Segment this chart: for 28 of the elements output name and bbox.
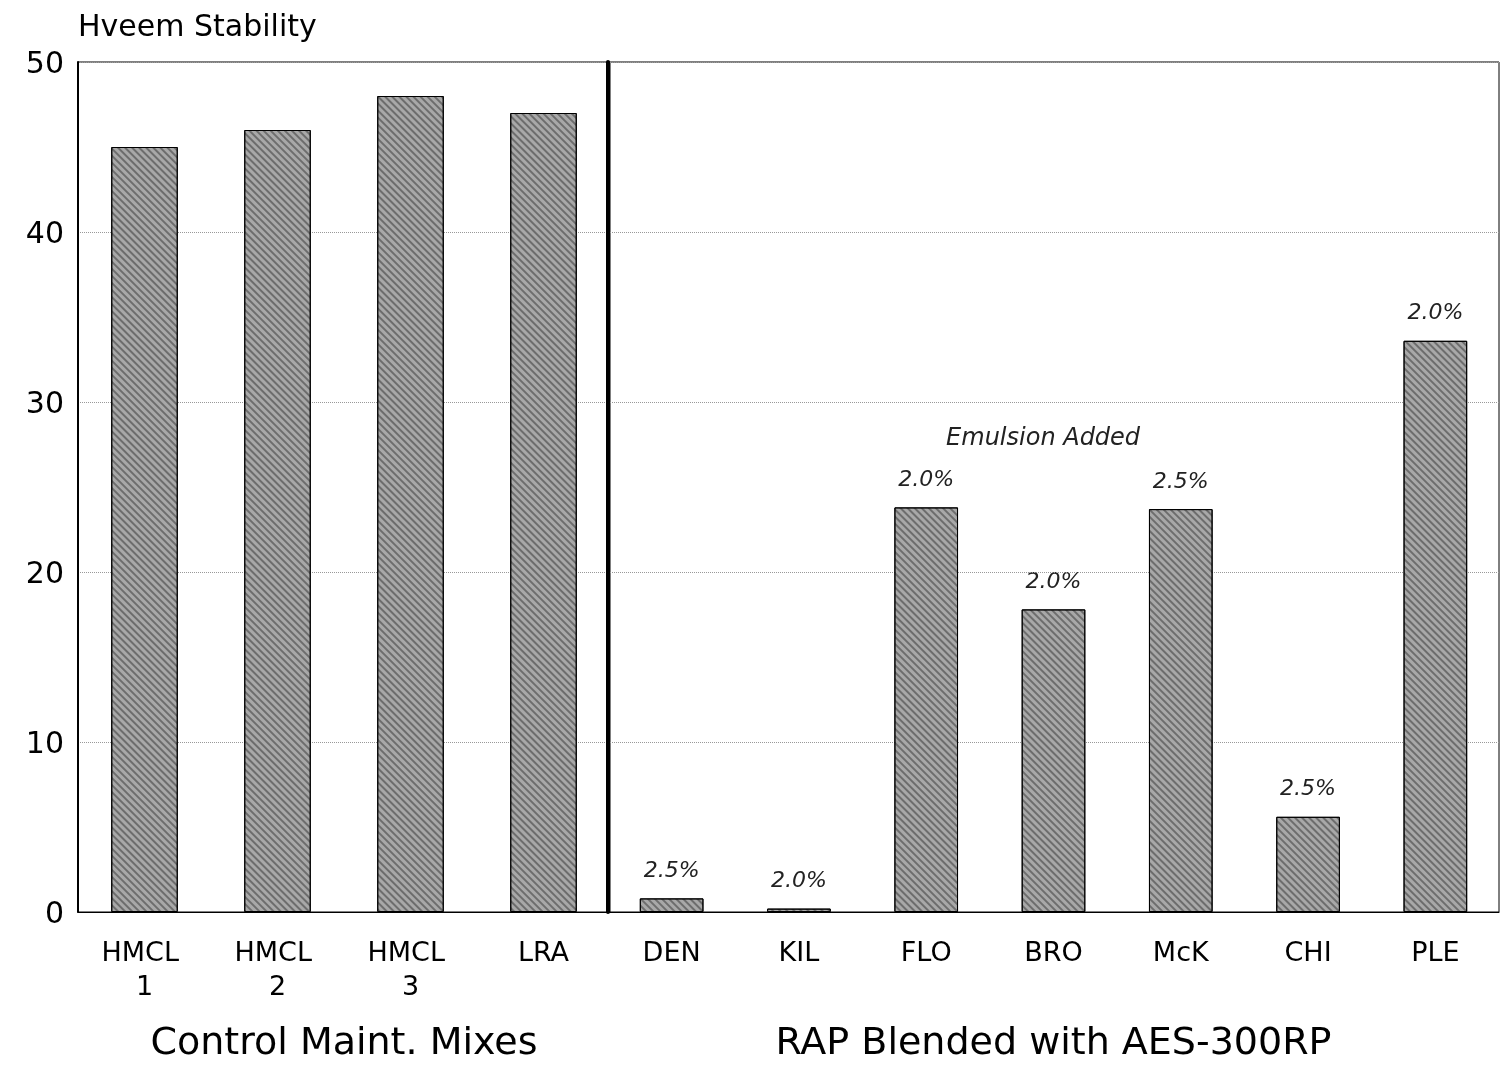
annotation: 2.0%: [1407, 299, 1464, 325]
x-axis-title: RAP Blended with AES-300RP: [775, 1019, 1332, 1063]
y-tick-label: 30: [25, 384, 64, 420]
annotation: 2.5%: [1152, 467, 1209, 493]
x-tick-label: HMCL 3: [367, 935, 454, 1001]
x-tick-label: BRO: [1024, 935, 1083, 967]
x-tick-label: KIL: [778, 935, 820, 967]
y-tick-label: 10: [25, 724, 64, 760]
y-axis-title: Hveem Stability: [78, 7, 317, 43]
annotation: 2.0%: [770, 867, 827, 893]
x-tick-label: CHI: [1284, 935, 1332, 967]
x-tick-label: McK: [1152, 935, 1210, 967]
annotation: Emulsion Added: [946, 423, 1141, 451]
y-tick-label: 0: [44, 894, 64, 930]
y-tick-label: 40: [25, 214, 64, 250]
x-tick-label: HMCL 2: [234, 935, 321, 1001]
x-axis-title: Control Maint. Mixes: [150, 1019, 538, 1063]
annotation: 2.5%: [1280, 775, 1337, 801]
x-tick-label: PLE: [1411, 935, 1460, 967]
y-tick-label: 20: [25, 554, 64, 590]
x-tick-label: DEN: [642, 935, 701, 967]
y-tick-label: 50: [25, 44, 64, 80]
annotation: 2.5%: [643, 856, 700, 882]
annotation: 2.0%: [898, 465, 955, 491]
annotation: 2.0%: [1025, 567, 1082, 593]
x-tick-label: HMCL 1: [101, 935, 188, 1001]
x-tick-label: FLO: [900, 935, 952, 967]
x-tick-label: LRA: [517, 935, 570, 967]
